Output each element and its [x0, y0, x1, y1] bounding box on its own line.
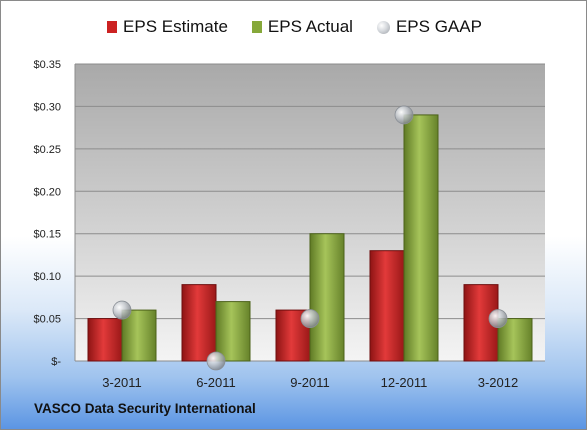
- bar-eps-actual: [403, 114, 439, 362]
- x-tick-label: 3-2011: [102, 375, 142, 390]
- y-tick-label: $0.30: [33, 101, 61, 113]
- legend-item-gaap: EPS GAAP: [376, 17, 482, 37]
- x-tick-label: 3-2012: [478, 375, 518, 390]
- bar-eps-estimate: [87, 318, 123, 362]
- x-tick-label: 12-2011: [381, 375, 428, 390]
- bar-eps-actual: [309, 233, 345, 362]
- legend-label-actual: EPS Actual: [267, 17, 353, 36]
- y-tick-label: $-: [51, 356, 61, 368]
- x-tick-label: 6-2011: [196, 375, 236, 390]
- legend-label-estimate: EPS Estimate: [123, 17, 228, 36]
- bar-eps-estimate: [181, 284, 217, 362]
- y-tick-label: $0.20: [33, 186, 61, 198]
- y-tick-label: $0.05: [33, 314, 61, 326]
- y-tick-label: $0.35: [33, 59, 61, 71]
- legend-swatch-actual: [251, 21, 262, 33]
- marker-eps-gaap: [112, 300, 132, 320]
- marker-eps-gaap: [206, 351, 226, 371]
- chart-legend: EPS Estimate EPS Actual EPS GAAP: [1, 17, 587, 37]
- legend-item-estimate: EPS Estimate: [107, 17, 228, 37]
- x-tick-label: 9-2011: [290, 375, 330, 390]
- bar-eps-estimate: [369, 250, 405, 362]
- y-tick-label: $0.10: [33, 271, 61, 283]
- y-tick-label: $0.25: [33, 144, 61, 156]
- bar-eps-actual: [215, 301, 251, 362]
- marker-eps-gaap: [488, 309, 508, 328]
- legend-swatch-estimate: [107, 21, 118, 33]
- legend-label-gaap: EPS GAAP: [395, 17, 482, 36]
- legend-marker-gaap: [376, 20, 390, 34]
- bar-eps-actual: [121, 309, 157, 362]
- company-title: VASCO Data Security International: [34, 401, 256, 416]
- legend-item-actual: EPS Actual: [251, 17, 353, 37]
- marker-eps-gaap: [394, 105, 414, 125]
- y-tick-label: $0.15: [33, 229, 61, 241]
- marker-eps-gaap: [300, 309, 320, 328]
